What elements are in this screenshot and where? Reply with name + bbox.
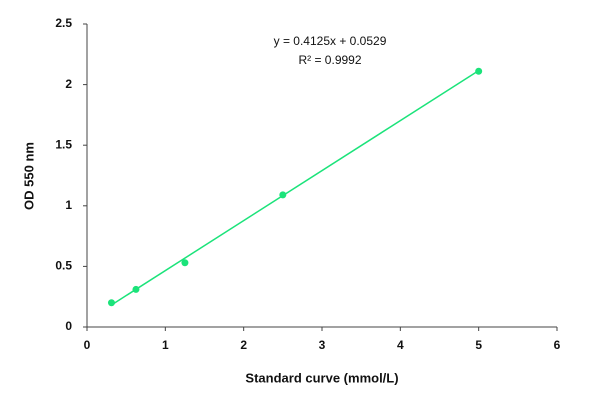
point	[107, 299, 115, 307]
x-tick-label: 4	[397, 338, 404, 352]
y-tick-label: 0.5	[55, 259, 72, 273]
x-tick-label: 2	[240, 338, 247, 352]
x-tick-label: 5	[475, 338, 482, 352]
y-tick-label: 0	[65, 319, 72, 333]
x-tick-label: 1	[162, 338, 169, 352]
y-tick-label: 1.5	[55, 137, 72, 151]
y-tick-label: 1	[65, 198, 72, 212]
equation: y = 0.4125x + 0.0529	[274, 34, 387, 48]
y-axis-label: OD 550 nm	[21, 142, 36, 210]
x-tick-label: 0	[84, 338, 91, 352]
y-tick-label: 2.5	[55, 16, 72, 30]
x-tick-label: 3	[319, 338, 326, 352]
point	[279, 191, 287, 199]
y-tick-label: 2	[65, 77, 72, 91]
x-axis-label: Standard curve (mmol/L)	[245, 370, 398, 385]
x-tick-label: 6	[554, 338, 561, 352]
point	[132, 285, 140, 293]
r-squared: R² = 0.9992	[298, 53, 361, 67]
point	[181, 259, 189, 267]
point	[475, 67, 483, 75]
trendline	[111, 69, 480, 306]
